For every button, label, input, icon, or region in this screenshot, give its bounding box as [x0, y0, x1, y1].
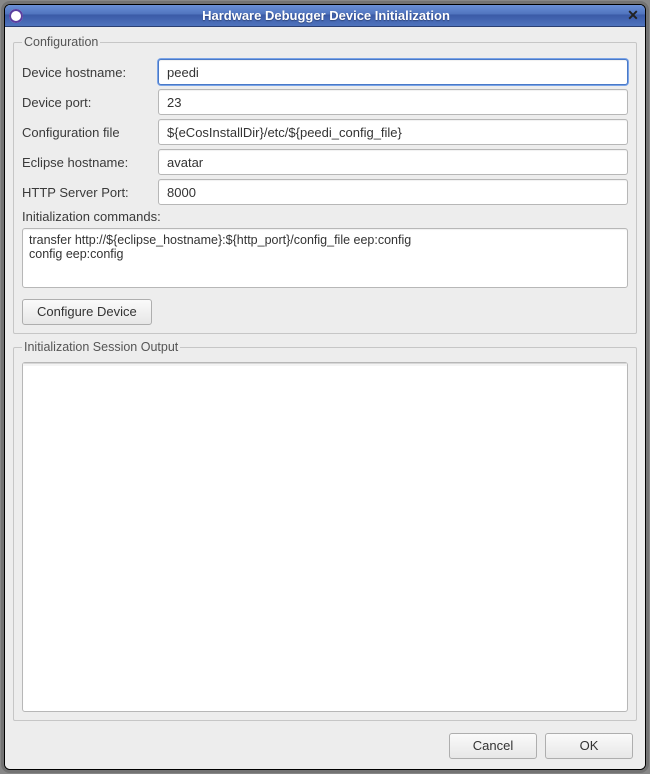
- configure-device-button[interactable]: Configure Device: [22, 299, 152, 325]
- app-icon: [9, 9, 23, 23]
- button-bar: Cancel OK: [13, 727, 637, 763]
- row-device-hostname: Device hostname:: [22, 59, 628, 85]
- label-config-file: Configuration file: [22, 125, 158, 140]
- configuration-group: Configuration Device hostname: Device po…: [13, 35, 637, 334]
- row-eclipse-hostname: Eclipse hostname:: [22, 149, 628, 175]
- dialog-body: Configuration Device hostname: Device po…: [5, 27, 645, 769]
- label-http-port: HTTP Server Port:: [22, 185, 158, 200]
- device-port-input[interactable]: [158, 89, 628, 115]
- dialog-window: Hardware Debugger Device Initialization …: [4, 4, 646, 770]
- label-eclipse-hostname: Eclipse hostname:: [22, 155, 158, 170]
- device-hostname-input[interactable]: [158, 59, 628, 85]
- close-icon[interactable]: ✕: [625, 8, 641, 24]
- init-commands-textarea[interactable]: [22, 228, 628, 288]
- configure-wrap: Configure Device: [22, 299, 628, 325]
- cancel-button[interactable]: Cancel: [449, 733, 537, 759]
- http-port-input[interactable]: [158, 179, 628, 205]
- label-init-commands: Initialization commands:: [22, 209, 628, 224]
- window-title: Hardware Debugger Device Initialization: [27, 8, 625, 23]
- row-device-port: Device port:: [22, 89, 628, 115]
- config-file-input[interactable]: [158, 119, 628, 145]
- configuration-legend: Configuration: [22, 35, 100, 49]
- eclipse-hostname-input[interactable]: [158, 149, 628, 175]
- title-bar[interactable]: Hardware Debugger Device Initialization …: [5, 5, 645, 27]
- ok-button[interactable]: OK: [545, 733, 633, 759]
- output-legend: Initialization Session Output: [22, 340, 180, 354]
- output-group: Initialization Session Output: [13, 340, 637, 721]
- label-device-hostname: Device hostname:: [22, 65, 158, 80]
- row-http-port: HTTP Server Port:: [22, 179, 628, 205]
- session-output[interactable]: [22, 362, 628, 712]
- label-device-port: Device port:: [22, 95, 158, 110]
- row-config-file: Configuration file: [22, 119, 628, 145]
